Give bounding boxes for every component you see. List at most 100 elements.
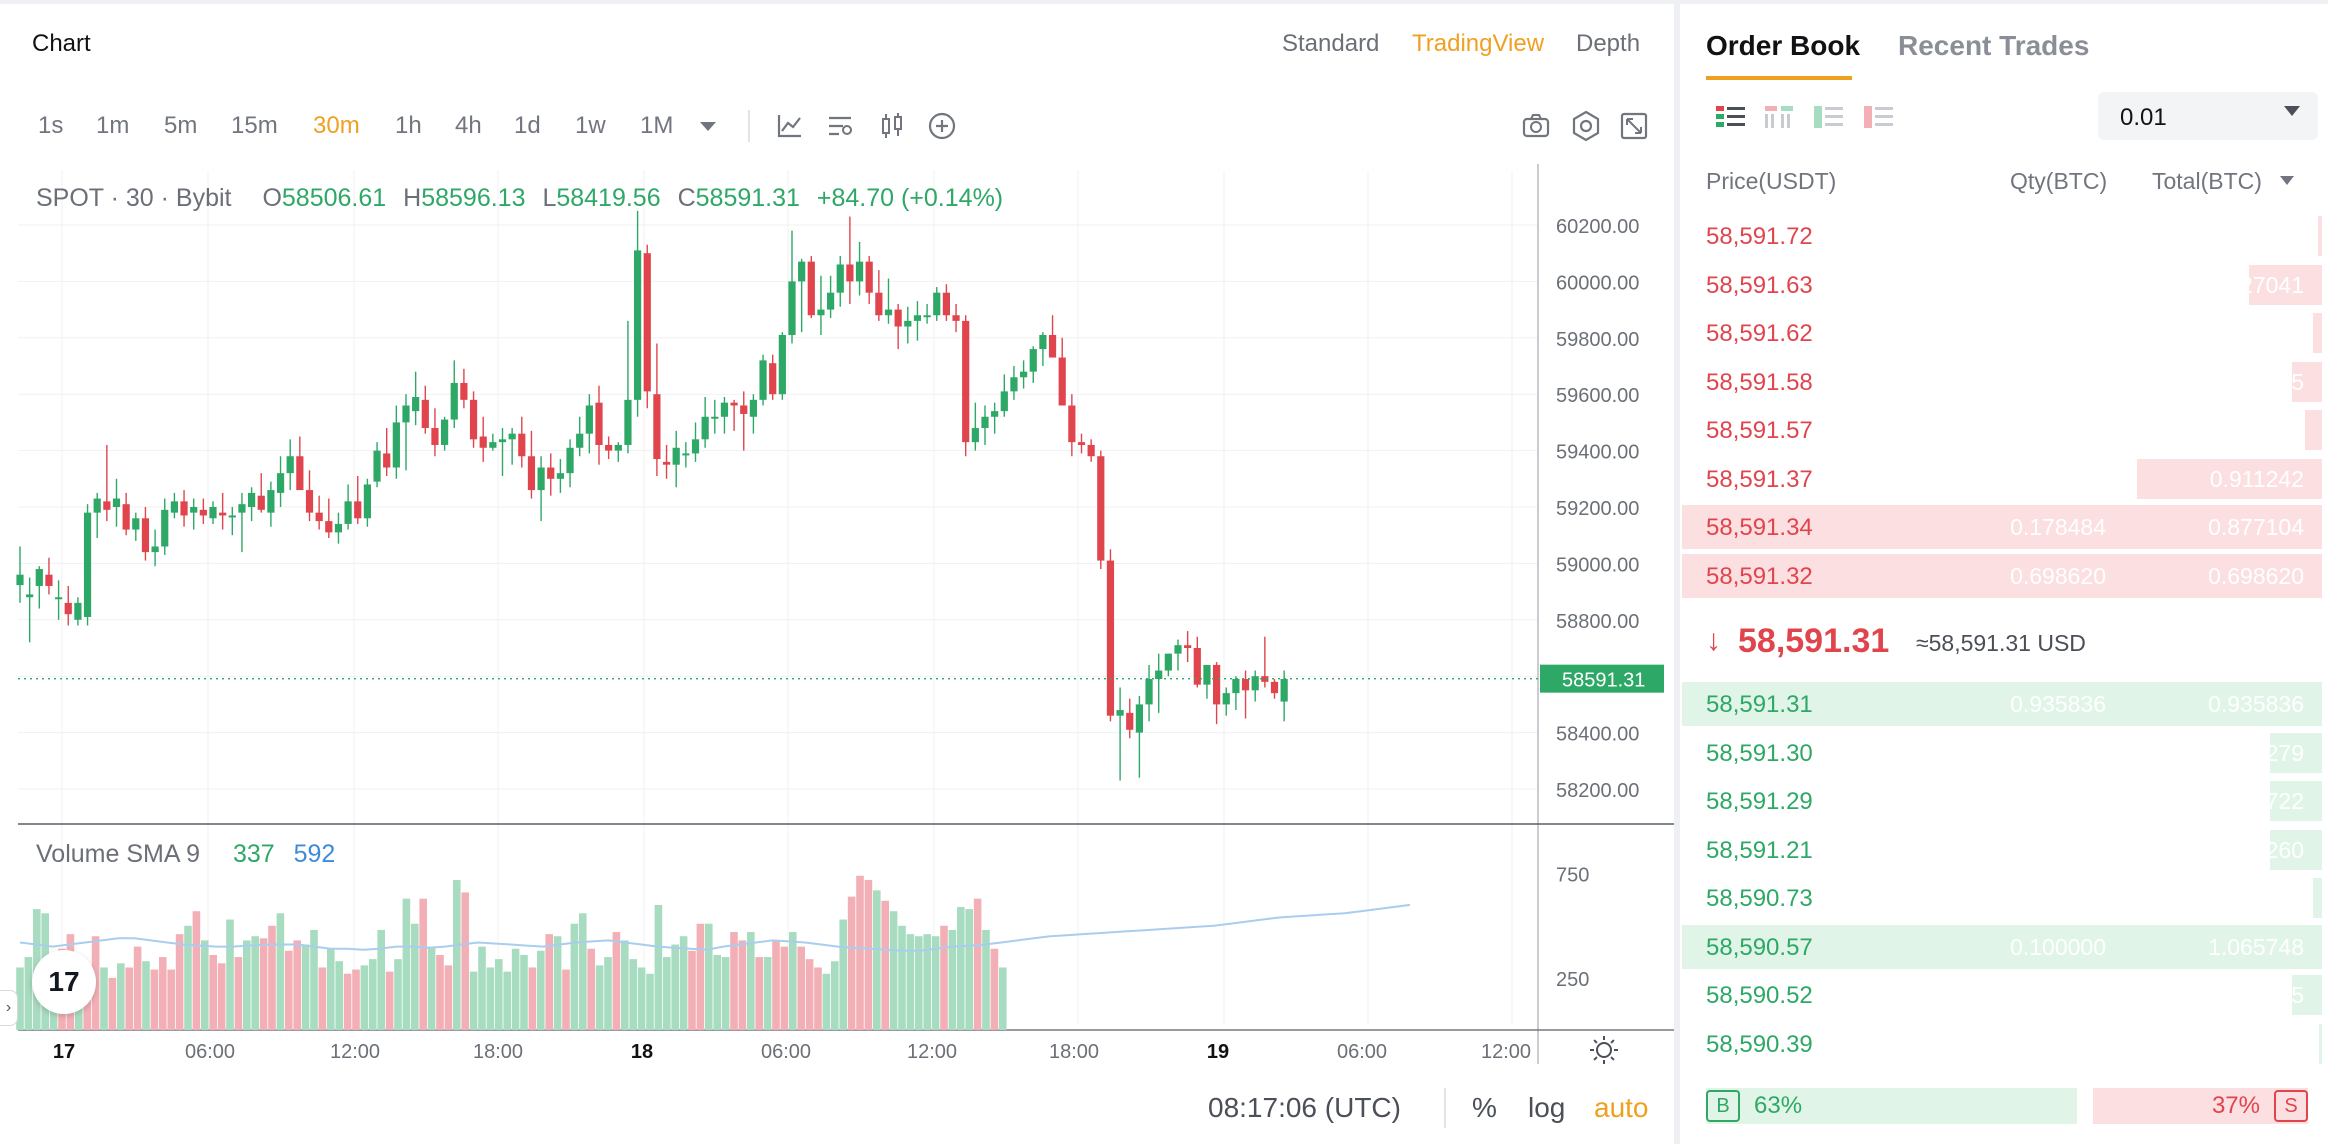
precision-select[interactable]: 0.01 bbox=[2098, 92, 2318, 140]
tradingview-logo[interactable]: 17 bbox=[32, 950, 96, 1014]
column-header-total[interactable]: Total(BTC) bbox=[2152, 168, 2262, 194]
candle-body-down bbox=[383, 453, 391, 468]
candle-body-down bbox=[894, 309, 902, 327]
timeframe-1s[interactable]: 1s bbox=[38, 112, 64, 139]
bid-row[interactable]: 58,590.39 bbox=[1680, 1022, 2328, 1064]
layout-bids-icon[interactable] bbox=[1812, 102, 1846, 132]
ask-row[interactable]: 58,591.34 0.178484 0.877104 bbox=[1680, 505, 2328, 549]
bid-row[interactable]: 58,591.31 0.935836 0.935836 bbox=[1680, 682, 2328, 726]
candle-body-up bbox=[720, 402, 729, 417]
ask-row[interactable]: 58,591.57 3 bbox=[1680, 408, 2328, 450]
timeframe-1d[interactable]: 1d bbox=[514, 112, 541, 139]
timeframe-1h[interactable]: 1h bbox=[395, 112, 422, 139]
row-total: 3 bbox=[2291, 417, 2304, 443]
chart-area[interactable]: 60200.00 60000.00 59800.00 59600.00 59400.00… bbox=[0, 164, 1674, 1064]
volume-bar-up bbox=[948, 929, 957, 1030]
volume-bar-up bbox=[201, 940, 209, 1030]
ask-row[interactable]: 58,591.37 0.034138 0.911242 bbox=[1680, 457, 2328, 499]
price-tick-label: 60200.00 bbox=[1556, 216, 1639, 238]
chart-footer: 08:17:06 (UTC) % log auto bbox=[0, 1064, 1674, 1144]
tab-order-book[interactable]: Order Book bbox=[1706, 30, 1861, 61]
fullscreen-icon[interactable] bbox=[1614, 106, 1654, 146]
candle-body-down bbox=[141, 518, 150, 553]
price-tick-label: 59000.00 bbox=[1556, 554, 1639, 576]
chart-settings-icon[interactable] bbox=[820, 106, 860, 146]
layout-columns-icon[interactable] bbox=[1762, 102, 1796, 132]
timeframe-5m[interactable]: 5m bbox=[164, 112, 198, 139]
row-qty: 0.034138 bbox=[2010, 465, 2106, 492]
candle-body-down bbox=[595, 402, 603, 445]
candle-body-down bbox=[730, 402, 738, 406]
tab-recent-trades[interactable]: Recent Trades bbox=[1898, 30, 2090, 61]
volume-bar-up bbox=[965, 909, 973, 1030]
bid-row[interactable]: 58,590.57 0.100000 1.065748 bbox=[1680, 924, 2328, 969]
time-tick-label: 18:00 bbox=[1049, 1041, 1099, 1063]
volume-bar-down bbox=[587, 948, 595, 1030]
bid-row[interactable]: 58,590.52 225 bbox=[1680, 973, 2328, 1015]
bid-row[interactable]: 58,591.30 .945279 bbox=[1680, 731, 2328, 773]
candle-body-down bbox=[354, 501, 362, 519]
volume-bar-up bbox=[579, 913, 587, 1030]
volume-bar-up bbox=[822, 973, 831, 1030]
indicators-icon[interactable] bbox=[770, 106, 810, 146]
volume-bar-up bbox=[604, 957, 612, 1030]
bid-row[interactable]: 58,591.29 .954722 bbox=[1680, 779, 2328, 821]
candle-body-down bbox=[122, 504, 130, 530]
volume-bar-down bbox=[167, 969, 175, 1030]
ask-row[interactable]: 58,591.63 927041 bbox=[1680, 263, 2328, 305]
volume-bar-up bbox=[184, 925, 192, 1030]
candle-body-down bbox=[1270, 681, 1279, 694]
candle-body-up bbox=[682, 453, 690, 456]
auto-scale-button[interactable]: auto bbox=[1594, 1092, 1649, 1123]
ask-row[interactable]: 58,591.32 0.698620 0.698620 bbox=[1680, 553, 2328, 598]
chevron-down-icon[interactable] bbox=[2280, 176, 2294, 185]
ask-row[interactable]: 58,591.58 55 bbox=[1680, 360, 2328, 402]
timeframe-4h[interactable]: 4h bbox=[455, 112, 482, 139]
row-total: 927041 bbox=[2227, 271, 2304, 298]
ask-row[interactable]: 58,591.62 bbox=[1680, 311, 2328, 353]
log-scale-button[interactable]: log bbox=[1528, 1092, 1566, 1123]
depth-bar bbox=[2313, 878, 2322, 918]
candle-body-down bbox=[1048, 334, 1057, 358]
add-icon[interactable] bbox=[922, 106, 962, 146]
candlestick-chart[interactable]: 60200.00 60000.00 59800.00 59600.00 59400.00… bbox=[0, 164, 1674, 1064]
view-tab-tradingview[interactable]: TradingView bbox=[1412, 30, 1545, 57]
view-tab-standard[interactable]: Standard bbox=[1282, 30, 1380, 57]
volume-bar-up bbox=[486, 967, 495, 1030]
bid-row[interactable]: 58,590.73 bbox=[1680, 876, 2328, 918]
chevron-right-icon[interactable]: › bbox=[0, 990, 18, 1026]
volume-bar-up bbox=[251, 936, 259, 1030]
candle-body-up bbox=[778, 334, 786, 395]
row-price: 58,591.62 bbox=[1706, 320, 1813, 347]
camera-icon[interactable] bbox=[1516, 106, 1556, 146]
buy-percentage: 63% bbox=[1754, 1092, 1803, 1119]
depth-bar bbox=[2317, 216, 2322, 256]
timeframe-dropdown-icon[interactable] bbox=[688, 106, 728, 146]
candle-body-up bbox=[112, 498, 121, 507]
sun-icon[interactable] bbox=[1590, 1036, 1618, 1064]
ask-row[interactable]: 58,591.72 bbox=[1680, 214, 2328, 256]
timeframe-1w[interactable]: 1w bbox=[575, 112, 606, 139]
settings-icon[interactable] bbox=[1566, 106, 1606, 146]
volume-bar-up bbox=[713, 954, 721, 1030]
volume-bar-up bbox=[310, 929, 318, 1030]
candle-body-down bbox=[257, 495, 265, 510]
layout-both-icon[interactable] bbox=[1714, 102, 1748, 132]
view-tab-depth[interactable]: Depth bbox=[1576, 30, 1641, 57]
timeframe-15m[interactable]: 15m bbox=[231, 112, 278, 139]
volume-bar-down bbox=[268, 925, 276, 1030]
timeframe-1M[interactable]: 1M bbox=[640, 112, 674, 139]
timeframe-30m[interactable]: 30m bbox=[313, 112, 360, 139]
row-total: 0.877104 bbox=[2208, 514, 2304, 540]
layout-asks-icon[interactable] bbox=[1862, 102, 1896, 132]
active-tab-indicator bbox=[1706, 76, 1852, 80]
volume-bar-up bbox=[831, 961, 839, 1030]
candle-body-down bbox=[662, 461, 671, 465]
row-price: 58,591.32 bbox=[1706, 562, 1813, 590]
bid-row[interactable]: 58,591.21 .964260 bbox=[1680, 828, 2328, 870]
percent-scale-button[interactable]: % bbox=[1472, 1092, 1497, 1123]
volume-bar-up bbox=[721, 957, 730, 1030]
candle-body-up bbox=[248, 492, 256, 507]
candle-type-icon[interactable] bbox=[872, 106, 912, 146]
timeframe-1m[interactable]: 1m bbox=[96, 112, 130, 139]
